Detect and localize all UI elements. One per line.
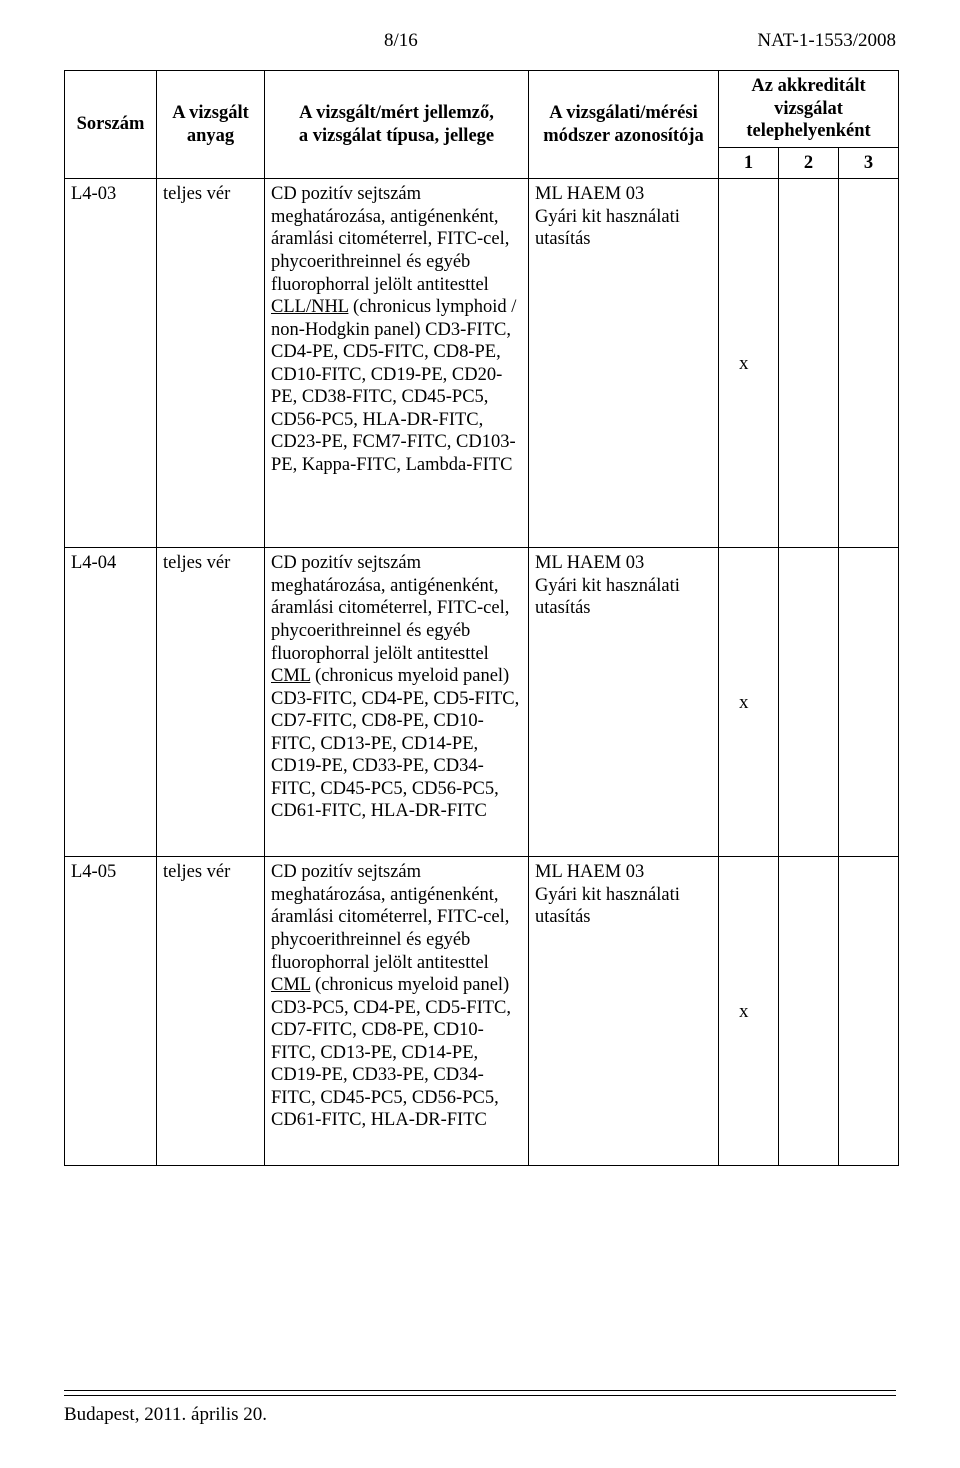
footer-divider — [64, 1390, 896, 1396]
cell-jellemzo: CD pozitív sejtszám meghatározása, antig… — [265, 548, 529, 857]
head-col-1: 1 — [719, 147, 779, 179]
cell-site-2 — [779, 857, 839, 1166]
head-jellemzo-line1: A vizsgált/mért jellemző, — [299, 103, 494, 123]
head-modszer-line1: A vizsgálati/mérési — [549, 103, 697, 123]
cell-site-3 — [839, 548, 899, 857]
head-jellemzo-line2: a vizsgálat típusa, jellege — [299, 126, 494, 146]
modszer-line: utasítás — [535, 907, 591, 927]
head-sorszam: Sorszám — [65, 71, 157, 179]
cell-site-2 — [779, 548, 839, 857]
main-table: Sorszám A vizsgált anyag A vizsgált/mért… — [64, 70, 899, 1166]
head-col-3: 3 — [839, 147, 899, 179]
cell-site-1: x — [719, 857, 779, 1166]
jellemzo-pre: CD pozitív sejtszám meghatározása, antig… — [271, 184, 509, 294]
mark-x: x — [725, 861, 772, 1161]
head-akkred-line3: telephelyenként — [746, 121, 870, 141]
cell-jellemzo: CD pozitív sejtszám meghatározása, antig… — [265, 857, 529, 1166]
cell-modszer: ML HAEM 03 Gyári kit használatiutasítás — [529, 548, 719, 857]
cell-jellemzo: CD pozitív sejtszám meghatározása, antig… — [265, 179, 529, 548]
footer-text: Budapest, 2011. április 20. — [64, 1404, 267, 1426]
jellemzo-underline: CML — [271, 666, 310, 686]
modszer-line: ML HAEM 03 — [535, 184, 644, 204]
modszer-line: Gyári kit használati — [535, 576, 680, 596]
mark-x: x — [725, 183, 772, 543]
cell-site-1: x — [719, 179, 779, 548]
top-header: 8/16 NAT-1-1553/2008 — [64, 30, 896, 52]
head-anyag-line1: A vizsgált — [172, 103, 249, 123]
jellemzo-post: (chronicus myeloid panel) CD3-PC5, CD4-P… — [271, 975, 511, 1130]
modszer-line: ML HAEM 03 — [535, 862, 644, 882]
table-body: L4-03teljes vérCD pozitív sejtszám megha… — [65, 179, 899, 1166]
jellemzo-post: (chronicus myeloid panel) CD3-FITC, CD4-… — [271, 666, 519, 821]
document-id: NAT-1-1553/2008 — [757, 30, 896, 52]
head-akkred-line2: vizsgálat — [774, 99, 843, 119]
table-row: L4-04teljes vérCD pozitív sejtszám megha… — [65, 548, 899, 857]
jellemzo-underline: CML — [271, 975, 310, 995]
head-akkred: Az akkreditált vizsgálat telephelyenként — [719, 71, 899, 148]
cell-anyag: teljes vér — [157, 179, 265, 548]
cell-site-3 — [839, 179, 899, 548]
cell-modszer: ML HAEM 03 Gyári kit használatiutasítás — [529, 179, 719, 548]
modszer-line: ML HAEM 03 — [535, 553, 644, 573]
cell-modszer: ML HAEM 03 Gyári kit használatiutasítás — [529, 857, 719, 1166]
cell-anyag: teljes vér — [157, 548, 265, 857]
jellemzo-pre: CD pozitív sejtszám meghatározása, antig… — [271, 862, 509, 972]
table-row: L4-03teljes vérCD pozitív sejtszám megha… — [65, 179, 899, 548]
cell-site-2 — [779, 179, 839, 548]
table-head: Sorszám A vizsgált anyag A vizsgált/mért… — [65, 71, 899, 179]
page: 8/16 NAT-1-1553/2008 Sorszám A vizsgált … — [0, 0, 960, 1468]
jellemzo-pre: CD pozitív sejtszám meghatározása, antig… — [271, 553, 509, 663]
head-col-2: 2 — [779, 147, 839, 179]
jellemzo-post: (chronicus lymphoid / non-Hodgkin panel)… — [271, 297, 516, 475]
modszer-line: utasítás — [535, 598, 591, 618]
cell-sorszam: L4-04 — [65, 548, 157, 857]
modszer-line: Gyári kit használati — [535, 885, 680, 905]
head-modszer-line2: módszer azonosítója — [543, 126, 703, 146]
head-jellemzo: A vizsgált/mért jellemző, a vizsgálat tí… — [265, 71, 529, 179]
cell-site-1: x — [719, 548, 779, 857]
table-row: L4-05teljes vérCD pozitív sejtszám megha… — [65, 857, 899, 1166]
cell-site-3 — [839, 857, 899, 1166]
jellemzo-underline: CLL/NHL — [271, 297, 348, 317]
mark-x: x — [725, 552, 772, 852]
cell-sorszam: L4-03 — [65, 179, 157, 548]
modszer-line: Gyári kit használati — [535, 207, 680, 227]
head-modszer: A vizsgálati/mérési módszer azonosítója — [529, 71, 719, 179]
head-anyag-line2: anyag — [187, 126, 234, 146]
page-number: 8/16 — [64, 30, 418, 52]
modszer-line: utasítás — [535, 229, 591, 249]
head-akkred-line1: Az akkreditált — [751, 76, 865, 96]
cell-sorszam: L4-05 — [65, 857, 157, 1166]
head-anyag: A vizsgált anyag — [157, 71, 265, 179]
cell-anyag: teljes vér — [157, 857, 265, 1166]
